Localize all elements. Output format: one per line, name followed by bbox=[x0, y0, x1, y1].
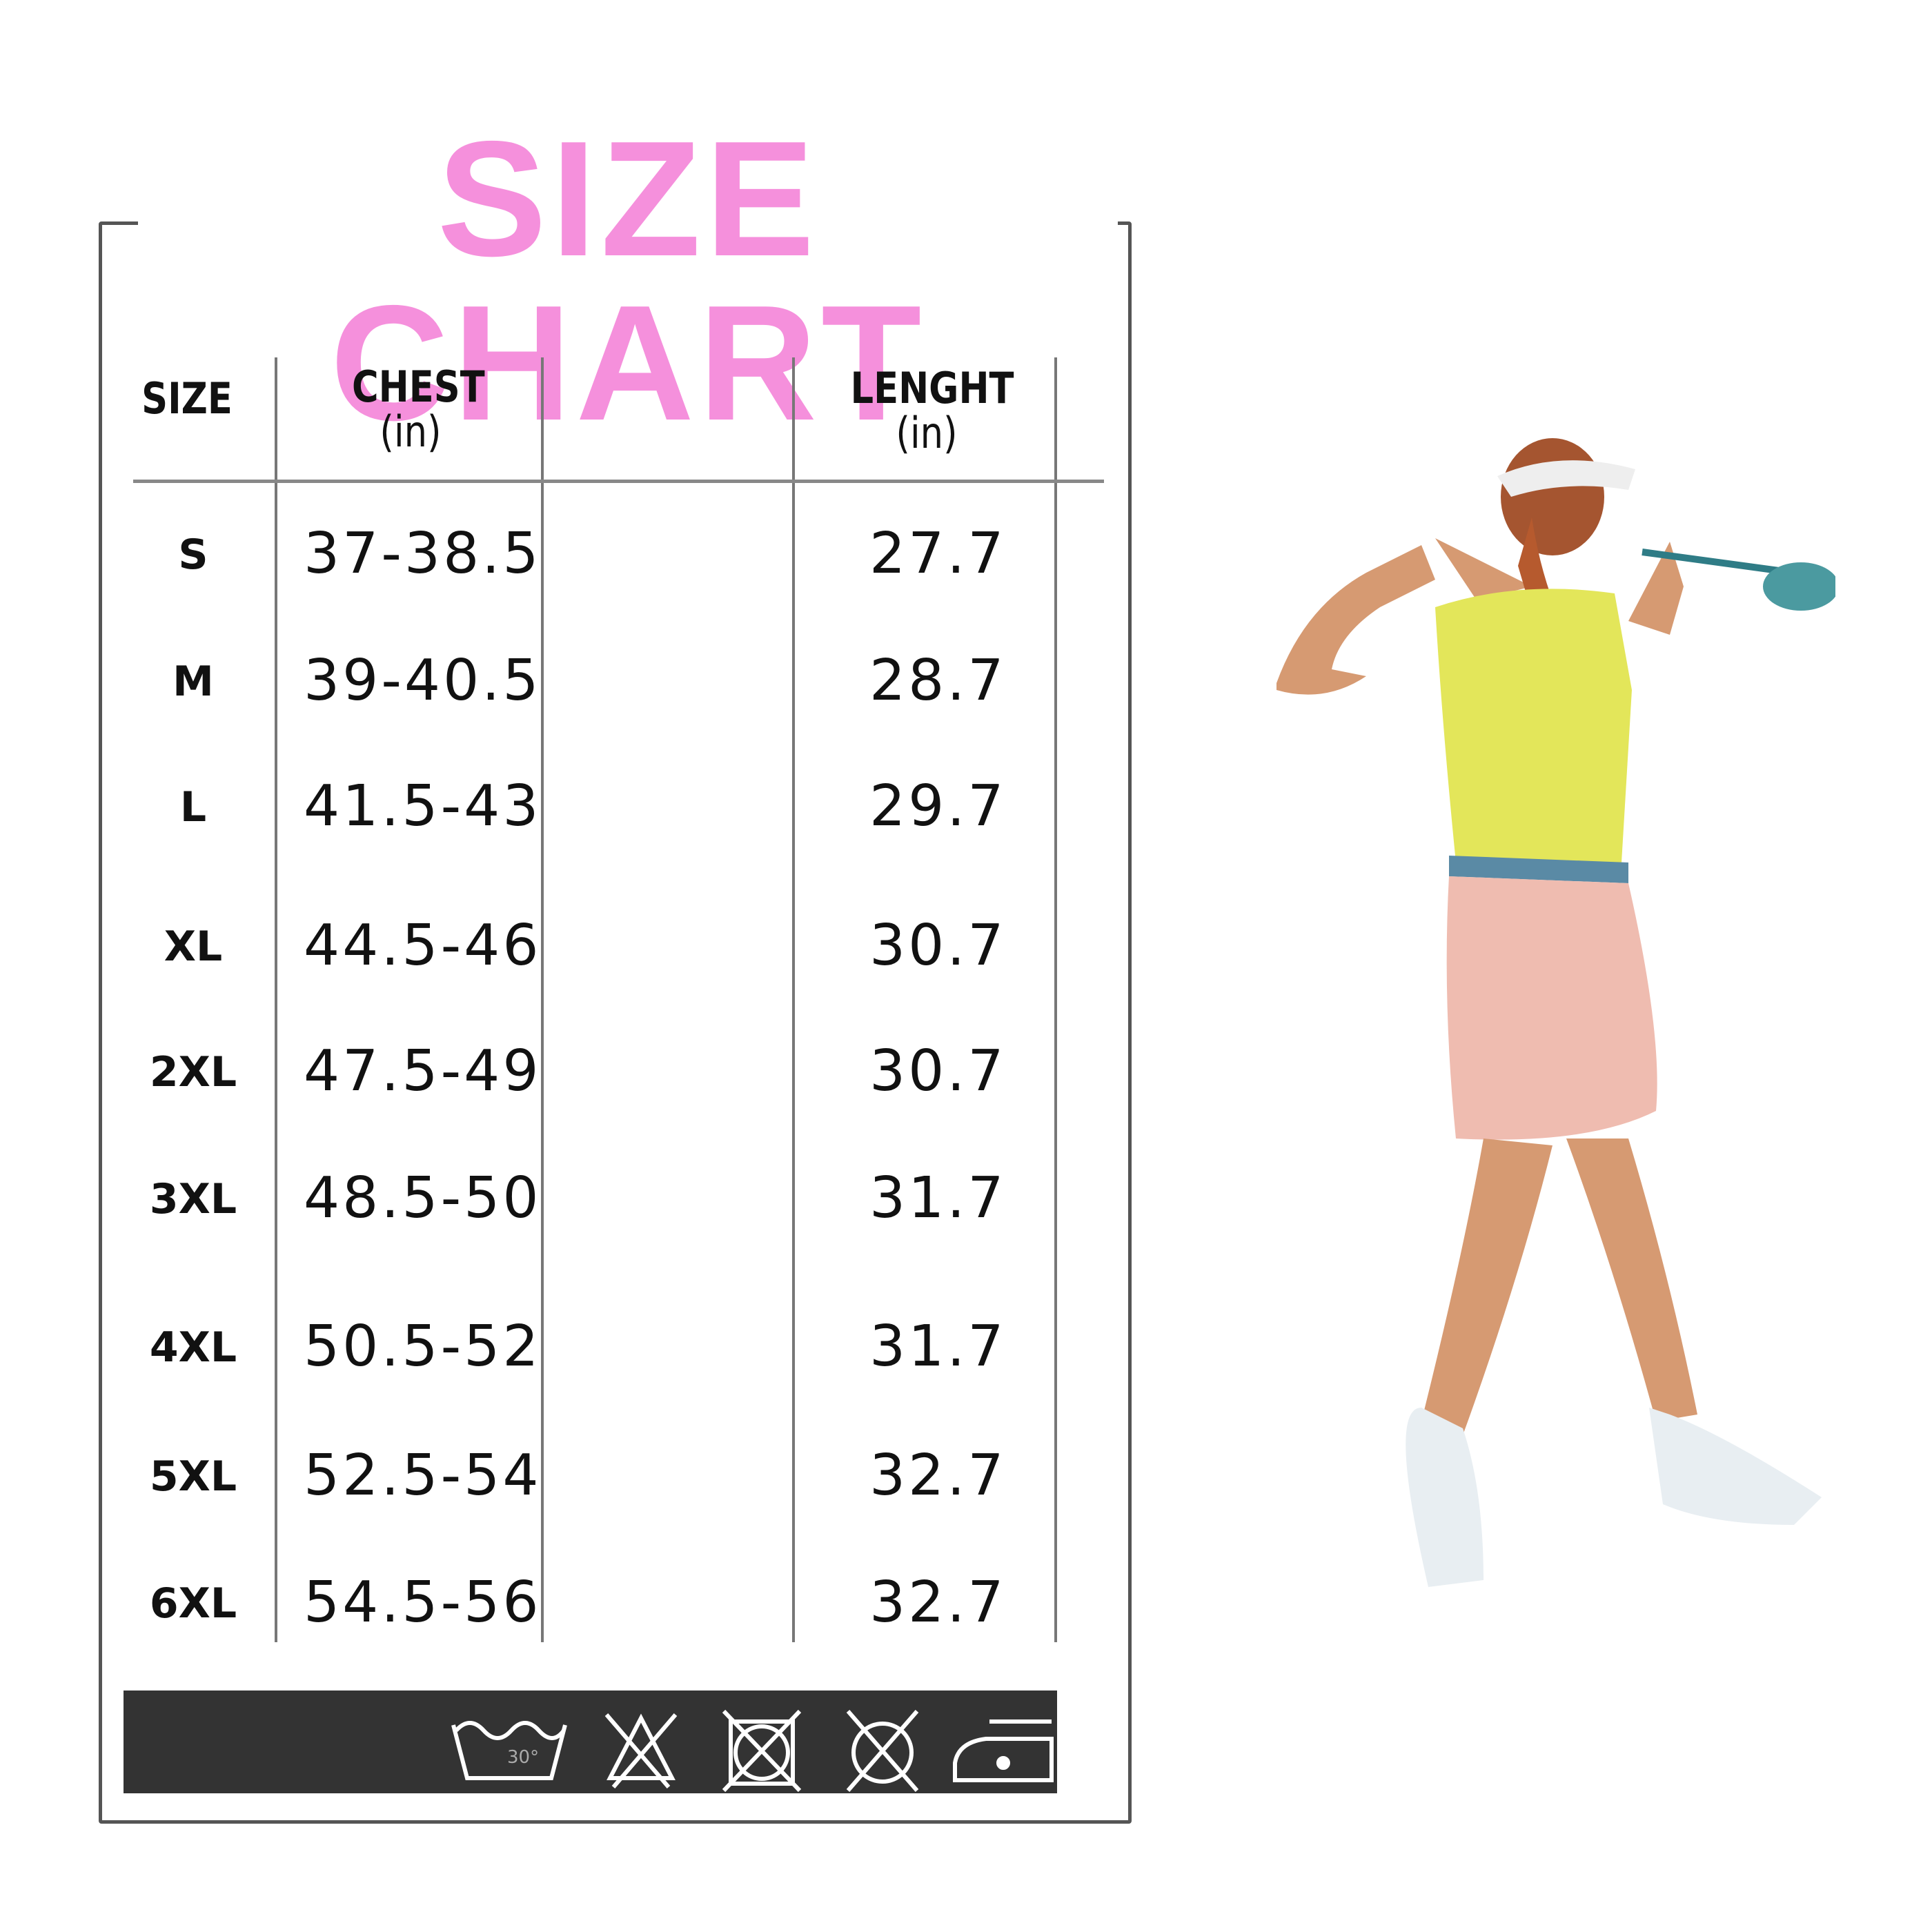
column-divider bbox=[792, 357, 795, 1642]
care-icons: 30° bbox=[451, 1709, 1054, 1793]
header-length-unit: (in) bbox=[896, 408, 958, 459]
svg-text:30°: 30° bbox=[507, 1747, 539, 1768]
size-cell: L bbox=[179, 783, 207, 831]
chest-cell: 39-40.5 bbox=[304, 648, 542, 713]
header-length-label: LENGHT bbox=[850, 363, 1014, 413]
header-chest: CHEST (in) bbox=[352, 362, 485, 457]
chest-cell: 37-38.5 bbox=[304, 521, 542, 586]
header-divider bbox=[133, 480, 1104, 483]
length-cell: 27.7 bbox=[869, 521, 1007, 586]
length-cell: 30.7 bbox=[869, 1038, 1007, 1104]
chest-cell: 54.5-56 bbox=[304, 1570, 542, 1635]
chest-cell: 44.5-46 bbox=[304, 913, 542, 978]
size-cell: 4XL bbox=[149, 1323, 237, 1372]
column-divider bbox=[1054, 357, 1057, 1642]
size-cell: 3XL bbox=[149, 1175, 237, 1223]
length-cell: 31.7 bbox=[869, 1314, 1007, 1379]
size-cell: 2XL bbox=[149, 1048, 237, 1096]
column-divider bbox=[541, 357, 544, 1642]
length-cell: 30.7 bbox=[869, 913, 1007, 978]
chest-cell: 50.5-52 bbox=[304, 1314, 542, 1379]
chest-cell: 47.5-49 bbox=[304, 1038, 542, 1104]
size-cell: 5XL bbox=[149, 1452, 237, 1501]
care-instructions-bar: 30° bbox=[124, 1690, 1057, 1793]
header-chest-label: CHEST bbox=[352, 362, 485, 412]
size-cell: 6XL bbox=[149, 1579, 237, 1628]
page-title: SIZE CHART bbox=[138, 117, 1118, 446]
chest-cell: 41.5-43 bbox=[304, 773, 542, 839]
length-cell: 31.7 bbox=[869, 1165, 1007, 1231]
length-cell: 32.7 bbox=[869, 1570, 1007, 1635]
header-length: LENGHT (in) bbox=[850, 363, 1014, 459]
header-chest-unit: (in) bbox=[379, 406, 442, 457]
length-cell: 29.7 bbox=[869, 773, 1007, 839]
chest-cell: 52.5-54 bbox=[304, 1443, 542, 1508]
size-cell: XL bbox=[164, 923, 223, 971]
size-cell: M bbox=[172, 658, 214, 706]
size-cell: S bbox=[178, 531, 208, 579]
do-not-dry-clean-icon bbox=[846, 1710, 919, 1792]
header-size: SIZE bbox=[141, 373, 233, 424]
column-divider bbox=[275, 357, 277, 1642]
chest-cell: 48.5-50 bbox=[304, 1165, 542, 1231]
wash-30-icon: 30° bbox=[451, 1721, 567, 1780]
do-not-bleach-icon bbox=[604, 1713, 678, 1788]
golfer-photo bbox=[1276, 438, 1835, 1587]
iron-low-icon bbox=[953, 1719, 1054, 1782]
length-cell: 28.7 bbox=[869, 648, 1007, 713]
do-not-tumble-dry-icon bbox=[722, 1709, 802, 1793]
length-cell: 32.7 bbox=[869, 1443, 1007, 1508]
